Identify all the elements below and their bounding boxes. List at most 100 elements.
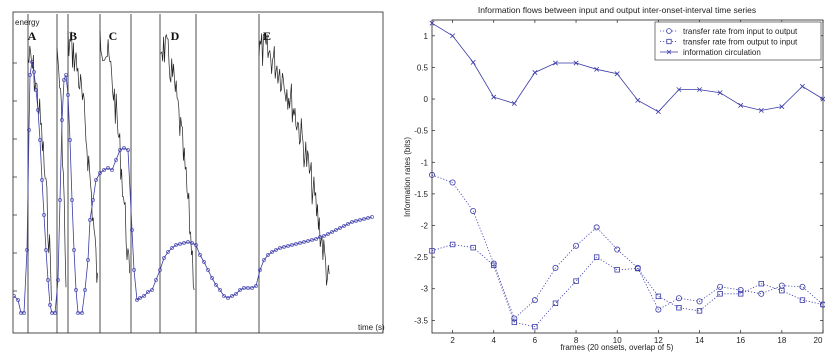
- series-line-2: [431, 22, 824, 113]
- energy-point: [36, 108, 40, 112]
- energy-point: [122, 146, 126, 150]
- energy-point: [30, 60, 34, 64]
- data-point-circle: [470, 207, 477, 214]
- right-series: [428, 20, 825, 330]
- energy-point: [246, 286, 250, 290]
- energy-point: [362, 217, 366, 221]
- energy-point: [66, 93, 70, 97]
- energy-point: [60, 118, 64, 122]
- data-point-circle: [614, 246, 621, 253]
- energy-point: [202, 260, 206, 264]
- data-point-circle: [717, 283, 724, 290]
- legend-entry-2: information circulation: [683, 48, 761, 57]
- data-point-x: [758, 107, 764, 113]
- section-label-d: D: [171, 29, 180, 43]
- energy-point: [64, 73, 68, 77]
- data-point-x: [799, 83, 805, 89]
- energy-point: [16, 298, 20, 302]
- data-point-square: [552, 300, 559, 306]
- energy-point: [150, 288, 154, 292]
- data-point-x: [552, 60, 558, 66]
- energy-point: [74, 288, 78, 292]
- legend: transfer rate from input to output transf…: [654, 21, 822, 61]
- legend-marker-circle: [666, 28, 672, 34]
- data-point-square: [573, 278, 579, 284]
- energy-envelope: [67, 31, 99, 283]
- energy-point: [22, 311, 26, 315]
- energy-point: [48, 303, 52, 307]
- data-point-x: [470, 59, 476, 65]
- energy-point: [354, 219, 358, 223]
- data-point-x: [820, 96, 825, 102]
- x-tick-label: 8: [574, 336, 579, 345]
- energy-point: [274, 248, 278, 252]
- right-chart-title: Information flows between input and outp…: [478, 5, 756, 15]
- energy-point: [262, 258, 266, 262]
- y-tick-label: -0.5: [414, 127, 428, 136]
- energy-point: [68, 138, 72, 142]
- legend-entry-1: transfer rate from output to input: [683, 38, 798, 47]
- data-point-square: [799, 297, 806, 303]
- y-tick-label: -2: [421, 222, 429, 231]
- energy-point: [238, 288, 242, 292]
- data-point-circle: [696, 298, 703, 305]
- data-point-x: [676, 87, 682, 93]
- energy-point: [138, 296, 142, 300]
- data-point-circle: [799, 283, 806, 290]
- energy-point: [310, 238, 314, 242]
- energy-point: [334, 228, 338, 232]
- data-point-square: [449, 241, 456, 248]
- energy-point: [13, 294, 16, 298]
- energy-envelope: [258, 33, 330, 286]
- energy-point: [76, 311, 80, 315]
- energy-point: [342, 224, 346, 228]
- energy-point: [154, 278, 158, 282]
- energy-point: [330, 230, 334, 234]
- x-tick-label: 10: [613, 336, 622, 345]
- energy-point: [44, 248, 48, 252]
- energy-point: [126, 148, 130, 152]
- section-label-b: B: [69, 29, 77, 43]
- energy-point: [142, 294, 146, 298]
- energy-point: [135, 298, 139, 302]
- energy-point: [254, 284, 258, 288]
- data-point-circle: [737, 287, 744, 294]
- y-tick-label: 0: [424, 95, 429, 104]
- energy-point: [206, 268, 210, 272]
- legend-entry-0: transfer rate from input to output: [683, 27, 798, 36]
- data-point-square: [737, 291, 744, 297]
- energy-point: [266, 253, 270, 257]
- section-label-c: C: [109, 29, 118, 43]
- right-axes: 2 4 6 8 10 12 14 16 18 20 1 0.5 0 -0.5 -1 -1.5 -2 -2.5 -3 -…: [414, 20, 824, 345]
- energy-point: [338, 226, 342, 230]
- data-point-square: [593, 254, 600, 260]
- energy-point: [222, 294, 226, 298]
- x-tick-label: 16: [736, 336, 745, 345]
- energy-point: [314, 237, 318, 241]
- data-point-x: [429, 20, 435, 26]
- energy-point: [94, 178, 98, 182]
- energy-point: [91, 198, 95, 202]
- energy-point: [80, 311, 84, 315]
- energy-point: [298, 241, 302, 245]
- energy-point: [25, 248, 29, 252]
- energy-point: [162, 256, 166, 260]
- x-tick-label: 6: [533, 336, 538, 345]
- energy-point: [270, 250, 274, 254]
- data-point-square: [779, 287, 785, 294]
- data-point-square: [470, 244, 476, 251]
- energy-point: [194, 243, 198, 247]
- energy-point: [178, 242, 182, 246]
- x-tick-label: 4: [492, 336, 497, 345]
- data-point-circle: [655, 306, 662, 313]
- x-tick-label: 14: [695, 336, 704, 345]
- data-point-x: [573, 60, 579, 66]
- energy-point: [102, 168, 106, 172]
- energy-point: [132, 268, 136, 272]
- data-point-x: [717, 90, 723, 96]
- right-y-axis-label: Information rates (bits): [403, 137, 412, 217]
- right-plot-frame: [431, 19, 824, 334]
- energy-point: [42, 213, 46, 217]
- data-point-circle: [511, 315, 518, 322]
